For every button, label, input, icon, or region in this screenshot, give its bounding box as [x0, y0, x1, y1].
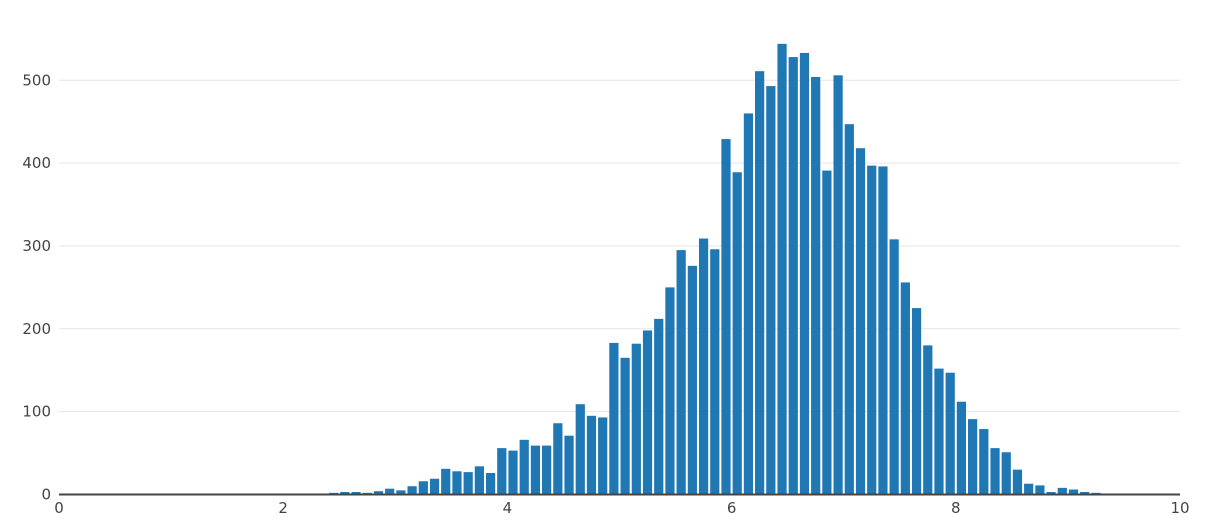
histogram-bar	[418, 481, 428, 495]
x-tick-label: 8	[951, 499, 961, 517]
histogram-bar	[620, 357, 630, 495]
histogram-bar	[553, 423, 563, 495]
histogram-bar	[777, 43, 787, 495]
histogram-bar	[429, 478, 440, 495]
histogram-bar	[889, 239, 899, 495]
y-tick-label: 500	[22, 71, 51, 89]
histogram-bar	[1068, 489, 1079, 495]
histogram-bar	[586, 415, 597, 495]
histogram-bar	[1057, 487, 1067, 495]
y-tick-label: 0	[41, 486, 51, 504]
histogram-bar	[665, 287, 675, 495]
x-tick-label: 10	[1170, 499, 1189, 517]
histogram-bar	[743, 113, 754, 495]
histogram-bar	[654, 318, 664, 495]
histogram-bar	[788, 57, 798, 495]
histogram-bar	[867, 165, 877, 495]
histogram-bar	[485, 472, 496, 495]
histogram-bar	[755, 71, 765, 495]
histogram-bar	[351, 492, 361, 495]
histogram-bar	[396, 490, 406, 495]
histogram-bar	[968, 419, 978, 495]
histogram-bar	[844, 124, 854, 495]
histogram-bar	[340, 492, 350, 495]
histogram-bar	[799, 52, 810, 495]
histogram-bar	[833, 75, 843, 495]
x-tick-label: 6	[727, 499, 737, 517]
histogram-bar	[385, 488, 395, 495]
histogram-bar	[934, 368, 944, 495]
histogram-bar	[474, 466, 484, 495]
y-tick-label: 200	[22, 320, 51, 338]
x-tick-label: 2	[278, 499, 288, 517]
y-axis-tick-labels: 0 100 200 300 400 500	[22, 71, 51, 503]
histogram-bar	[900, 282, 910, 495]
histogram-bar	[373, 491, 384, 495]
histogram-bar	[956, 401, 967, 495]
histogram-bar	[855, 148, 866, 495]
histogram-bar	[519, 439, 529, 495]
histogram-bar	[631, 343, 641, 495]
histogram-bar	[687, 265, 697, 495]
histogram-bar	[1046, 492, 1056, 495]
histogram-bar	[575, 404, 585, 495]
gridlines	[59, 79, 1180, 413]
y-tick-label: 400	[22, 154, 51, 172]
histogram-bar	[609, 342, 619, 495]
histogram-bar	[811, 76, 821, 495]
histogram-bar	[598, 417, 608, 495]
histogram-bar	[463, 472, 473, 495]
y-tick-label: 100	[22, 403, 51, 421]
x-tick-label: 0	[54, 499, 64, 517]
histogram-bar	[642, 330, 653, 495]
x-axis-tick-labels: 0 2 4 6 8 10	[54, 499, 1189, 517]
histogram-bar	[441, 468, 451, 495]
histogram-bar	[698, 238, 709, 495]
histogram-bar	[407, 486, 417, 495]
histogram-bar	[822, 170, 832, 495]
histogram-bar	[766, 86, 776, 495]
histogram-bar	[497, 448, 507, 495]
histogram-bar	[721, 139, 731, 495]
histogram-bar	[564, 435, 574, 495]
histogram-bar	[530, 445, 541, 495]
histogram-bar	[923, 345, 933, 495]
y-tick-label: 300	[22, 237, 51, 255]
histogram-bar	[979, 429, 989, 495]
histogram-bar	[710, 249, 720, 495]
histogram-bar	[452, 471, 462, 495]
histogram-bar	[1012, 469, 1023, 495]
histogram-bar	[945, 372, 955, 495]
histogram-bar	[732, 172, 742, 495]
histogram-bar	[990, 448, 1000, 495]
histogram-bar	[1024, 483, 1034, 495]
histogram-bar	[1080, 492, 1090, 495]
histogram-bar	[911, 308, 922, 495]
histogram-bars	[228, 43, 1146, 495]
histogram-bar	[1001, 452, 1011, 495]
histogram-bar	[542, 445, 552, 495]
histogram-bar	[1035, 485, 1045, 495]
histogram-bar	[508, 450, 518, 495]
histogram-bar	[676, 250, 686, 495]
histogram-bar	[878, 166, 888, 495]
x-tick-label: 4	[503, 499, 513, 517]
